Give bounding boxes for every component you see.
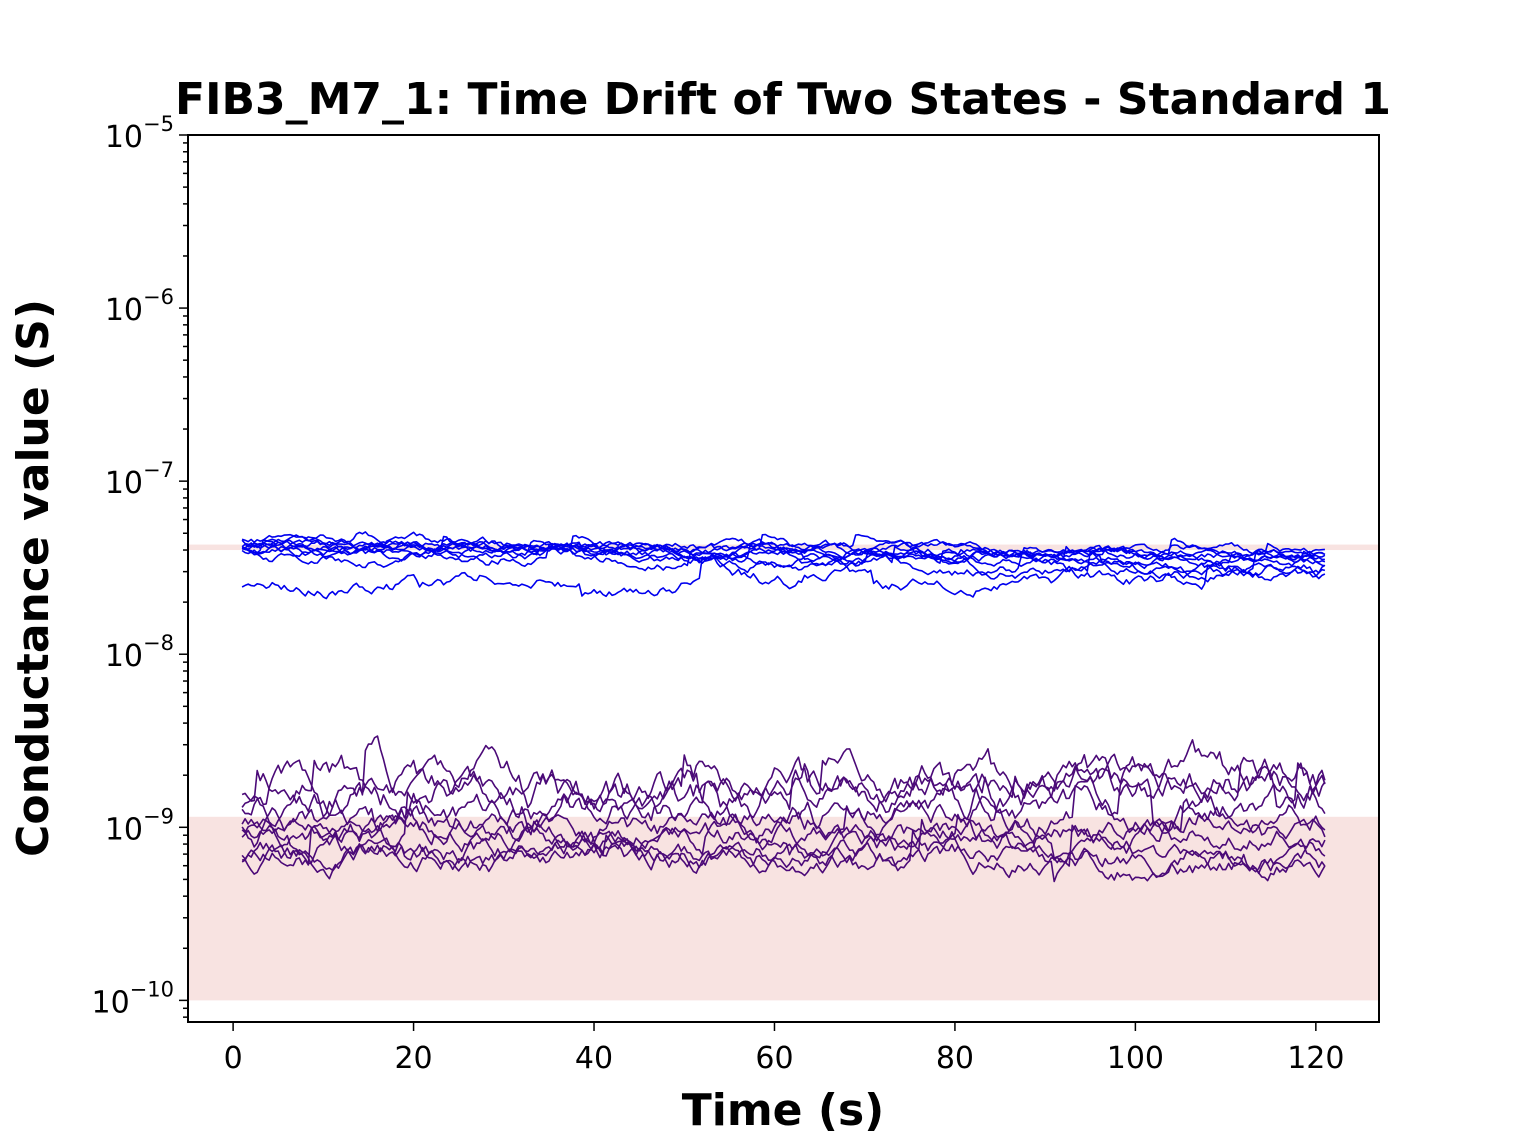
x-tick-label: 100	[1107, 1041, 1164, 1076]
high-state-series-9	[241, 556, 1326, 600]
low-state-series-6	[241, 813, 1326, 883]
y-tick-label: 10−8	[105, 631, 174, 674]
low-state-series-1	[241, 753, 1326, 836]
high-state-series-7	[241, 538, 1325, 561]
x-tick-label: 120	[1287, 1041, 1344, 1076]
x-tick-label: 0	[224, 1041, 243, 1076]
low-state-series-2	[241, 772, 1326, 846]
y-tick-label: 10−6	[105, 285, 174, 328]
y-axis-ticks: 10−10 10−9 10−8 10−7 10−6 10−5	[91, 112, 188, 1020]
state-bands	[188, 544, 1379, 1001]
chart-title: FIB3_M7_1: Time Drift of Two States - St…	[175, 74, 1391, 125]
low-state-series-0	[241, 748, 1326, 825]
x-tick-label: 60	[755, 1041, 793, 1076]
low-state-series-8	[241, 825, 1326, 882]
plot-frame	[187, 134, 1380, 1023]
y-axis-label: Conductance value (S)	[8, 299, 59, 857]
series-traces	[241, 531, 1326, 883]
high-state-series-8	[241, 542, 1326, 583]
x-axis-ticks: 0 20 40 60 80 100 120	[224, 1022, 1344, 1076]
low-state-series-7	[241, 818, 1326, 882]
low-state-series-5	[241, 791, 1326, 865]
y-tick-label: 10−9	[105, 804, 174, 847]
y-tick-label: 10−10	[91, 977, 174, 1020]
state-band-1	[188, 816, 1379, 1001]
x-tick-label: 40	[575, 1041, 613, 1076]
y-tick-label: 10−5	[105, 112, 174, 155]
x-tick-label: 20	[394, 1041, 432, 1076]
high-state-series-5	[241, 531, 1326, 567]
high-state-series-6	[242, 539, 1326, 576]
y-tick-label: 10−7	[105, 458, 174, 501]
low-state-series-9	[241, 735, 1326, 822]
low-state-series-3	[241, 762, 1326, 851]
x-axis-label: Time (s)	[682, 1085, 885, 1136]
x-tick-label: 80	[936, 1041, 974, 1076]
